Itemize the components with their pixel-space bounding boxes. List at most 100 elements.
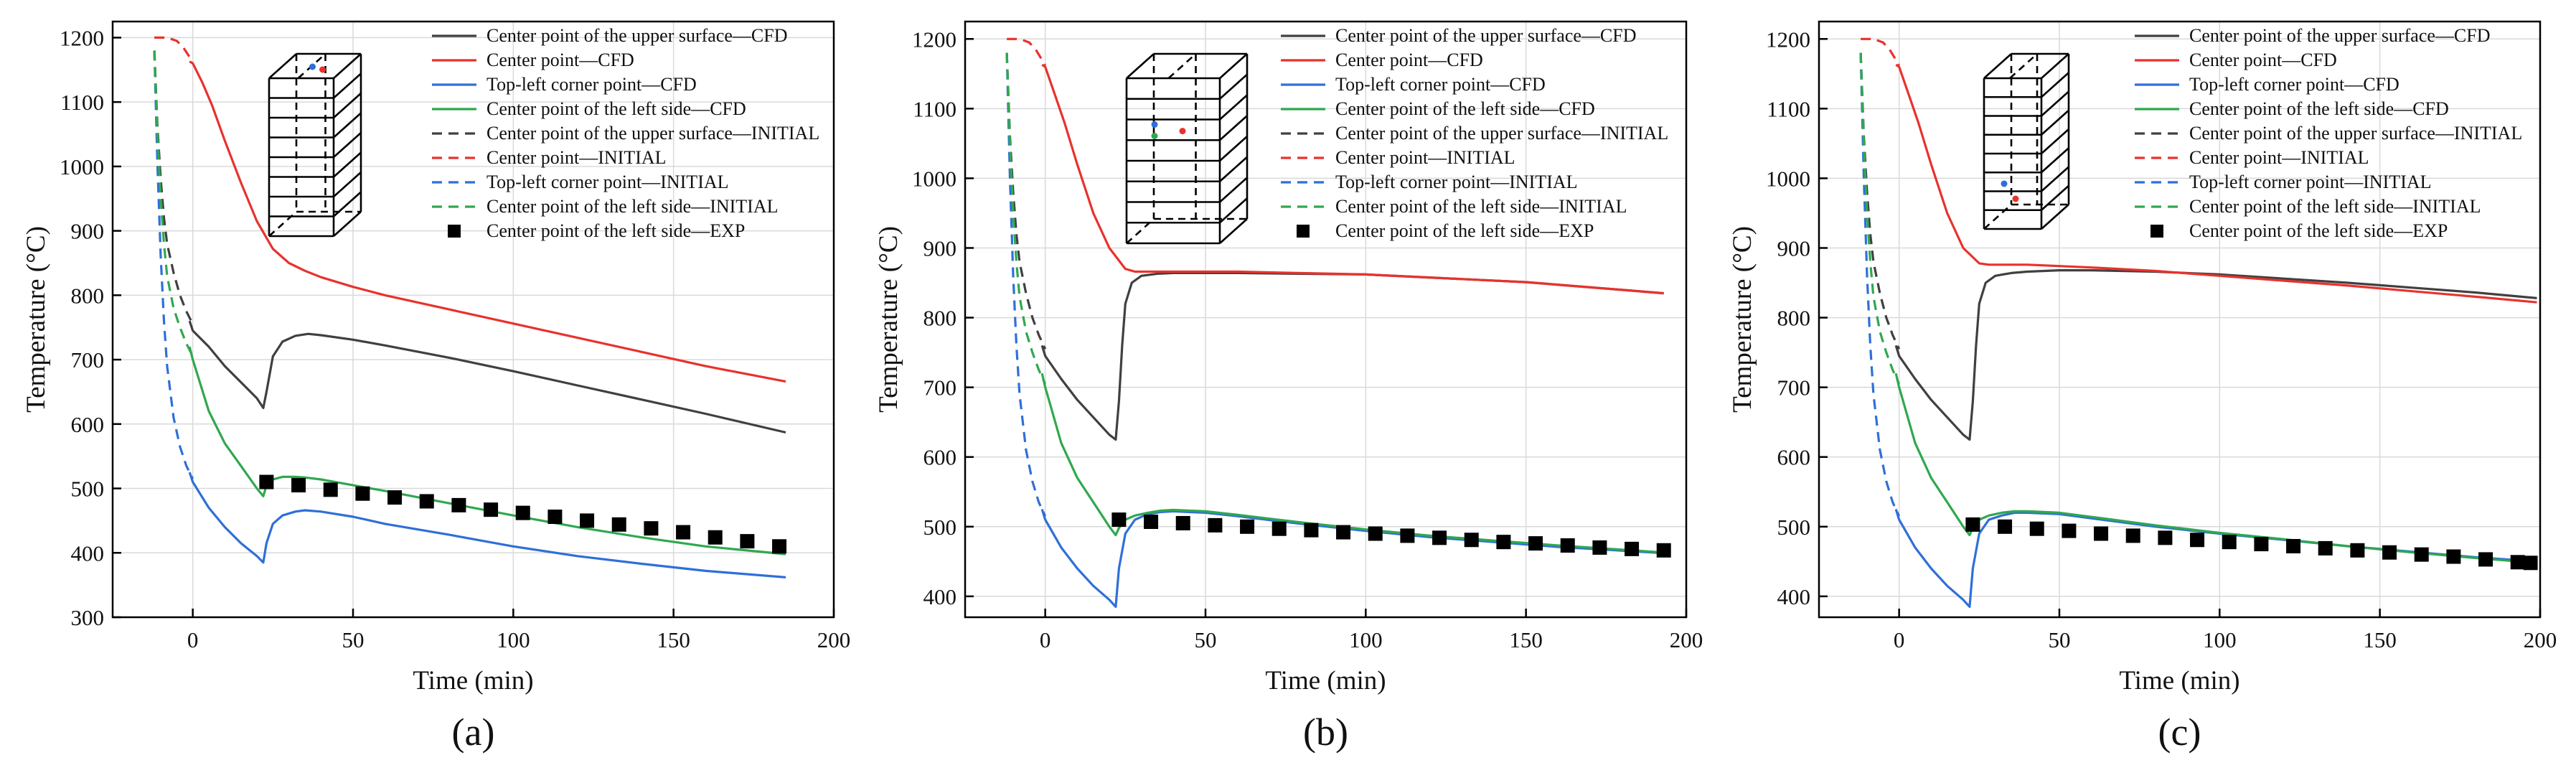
cube-layer — [1219, 177, 1248, 203]
exp-marker — [1111, 512, 1127, 528]
x-tick-label: 0 — [1894, 627, 1905, 652]
cube-layer — [2041, 109, 2069, 136]
legend-label: Center point—CFD — [1335, 50, 1483, 70]
cube-layer — [2041, 90, 2069, 117]
exp-marker — [1998, 519, 2013, 534]
exp-marker — [2414, 547, 2429, 562]
series-line-6 — [154, 36, 194, 63]
exp-marker — [2350, 543, 2365, 558]
measurement-point — [1151, 133, 1158, 139]
exp-marker — [611, 517, 626, 532]
y-tick-label: 900 — [923, 235, 957, 261]
legend-label: Center point—INITIAL — [486, 147, 667, 168]
legend-label: Center point of the left side—INITIAL — [2189, 196, 2481, 217]
exp-marker — [1208, 517, 1223, 533]
legend-label: Center point of the left side—CFD — [2189, 98, 2449, 119]
exp-marker — [547, 510, 563, 525]
exp-marker — [580, 513, 595, 528]
cube-edge — [1219, 218, 1248, 244]
series-line-7 — [1859, 52, 1901, 517]
x-tick-label: 100 — [2203, 627, 2237, 652]
exp-marker — [1965, 517, 1980, 532]
series-line-1 — [1894, 269, 2537, 441]
series-line-8 — [1005, 52, 1047, 385]
measurement-point — [1179, 128, 1186, 135]
exp-marker — [1464, 533, 1479, 548]
cube-layer — [1219, 156, 1248, 182]
legend-label: Top-left corner point—INITIAL — [1335, 172, 1578, 192]
cube-edge — [1983, 53, 2012, 79]
legend-label: Top-left corner point—INITIAL — [2189, 172, 2432, 192]
exp-marker — [1432, 530, 1447, 545]
y-tick-label: 1100 — [913, 96, 956, 121]
legend-label: Center point of the upper surface—CFD — [2189, 25, 2491, 46]
series-line-5 — [1005, 52, 1047, 350]
x-tick-label: 200 — [1670, 627, 1703, 652]
exp-marker — [451, 497, 466, 512]
x-tick-label: 150 — [1509, 627, 1543, 652]
exp-marker — [2190, 533, 2205, 548]
y-tick-label: 600 — [923, 445, 957, 470]
y-tick-label: 700 — [1777, 375, 1811, 400]
exp-marker — [1560, 538, 1575, 553]
exp-marker — [2318, 540, 2333, 556]
exp-marker — [323, 482, 338, 497]
series-line-6 — [1007, 37, 1047, 66]
exp-marker — [1144, 515, 1159, 530]
y-axis-label: Temperature (°C) — [22, 226, 51, 413]
legend-marker — [1297, 225, 1310, 238]
cube-layer — [1219, 136, 1248, 161]
legend-marker — [2150, 225, 2163, 238]
cube-edge — [268, 53, 297, 79]
legend-label: Center point—INITIAL — [2189, 147, 2369, 168]
cube-layer — [333, 93, 362, 118]
exp-marker — [515, 505, 530, 520]
panel-label: (b) — [1303, 711, 1348, 754]
y-tick-label: 400 — [1777, 584, 1811, 609]
y-tick-label: 400 — [923, 584, 957, 609]
panel-label: (c) — [2158, 711, 2201, 754]
legend-marker — [448, 225, 461, 238]
y-tick-label: 1200 — [60, 25, 104, 50]
legend-label: Center point—CFD — [2189, 50, 2337, 70]
series-line-7 — [153, 50, 194, 479]
series-line-3 — [188, 472, 786, 578]
x-tick-label: 200 — [817, 627, 851, 652]
y-tick-label: 1200 — [1766, 27, 1810, 52]
exp-marker — [708, 530, 723, 545]
cube-edge — [2041, 204, 2069, 230]
exp-marker — [484, 502, 499, 517]
cube-edge — [333, 53, 362, 79]
cube-layer — [2041, 72, 2069, 98]
exp-marker — [2222, 535, 2237, 550]
exp-marker — [2510, 555, 2525, 570]
series-group — [1859, 37, 2538, 608]
legend-label: Center point of the left side—INITIAL — [1335, 196, 1627, 217]
legend-label: Center point of the upper surface—INITIA… — [2189, 123, 2522, 144]
series-line-1 — [188, 320, 786, 434]
y-tick-label: 700 — [71, 347, 105, 372]
exp-marker — [355, 486, 370, 501]
cube-section — [1167, 53, 1197, 79]
y-tick-label: 1200 — [912, 27, 956, 52]
cube-layer — [1219, 94, 1248, 121]
series-line-4 — [188, 346, 786, 556]
cube-layer — [2041, 184, 2069, 211]
exp-marker — [1368, 526, 1383, 541]
exp-marker — [676, 525, 691, 540]
legend-label: Top-left corner point—CFD — [2189, 74, 2399, 95]
exp-marker — [2125, 528, 2140, 543]
x-tick-label: 50 — [342, 627, 365, 652]
legend-label: Center point of the left side—EXP — [1335, 220, 1594, 241]
measurement-point — [1151, 121, 1158, 128]
exp-marker — [1175, 515, 1190, 530]
exp-marker — [772, 539, 787, 554]
legend-label: Top-left corner point—CFD — [486, 74, 697, 95]
cube-layer — [2041, 147, 2069, 174]
series-line-3 — [1894, 509, 2537, 608]
y-tick-label: 900 — [71, 219, 105, 244]
legend-label: Top-left corner point—CFD — [1335, 74, 1546, 95]
axes-frame — [964, 20, 1688, 619]
x-tick-label: 100 — [497, 627, 530, 652]
